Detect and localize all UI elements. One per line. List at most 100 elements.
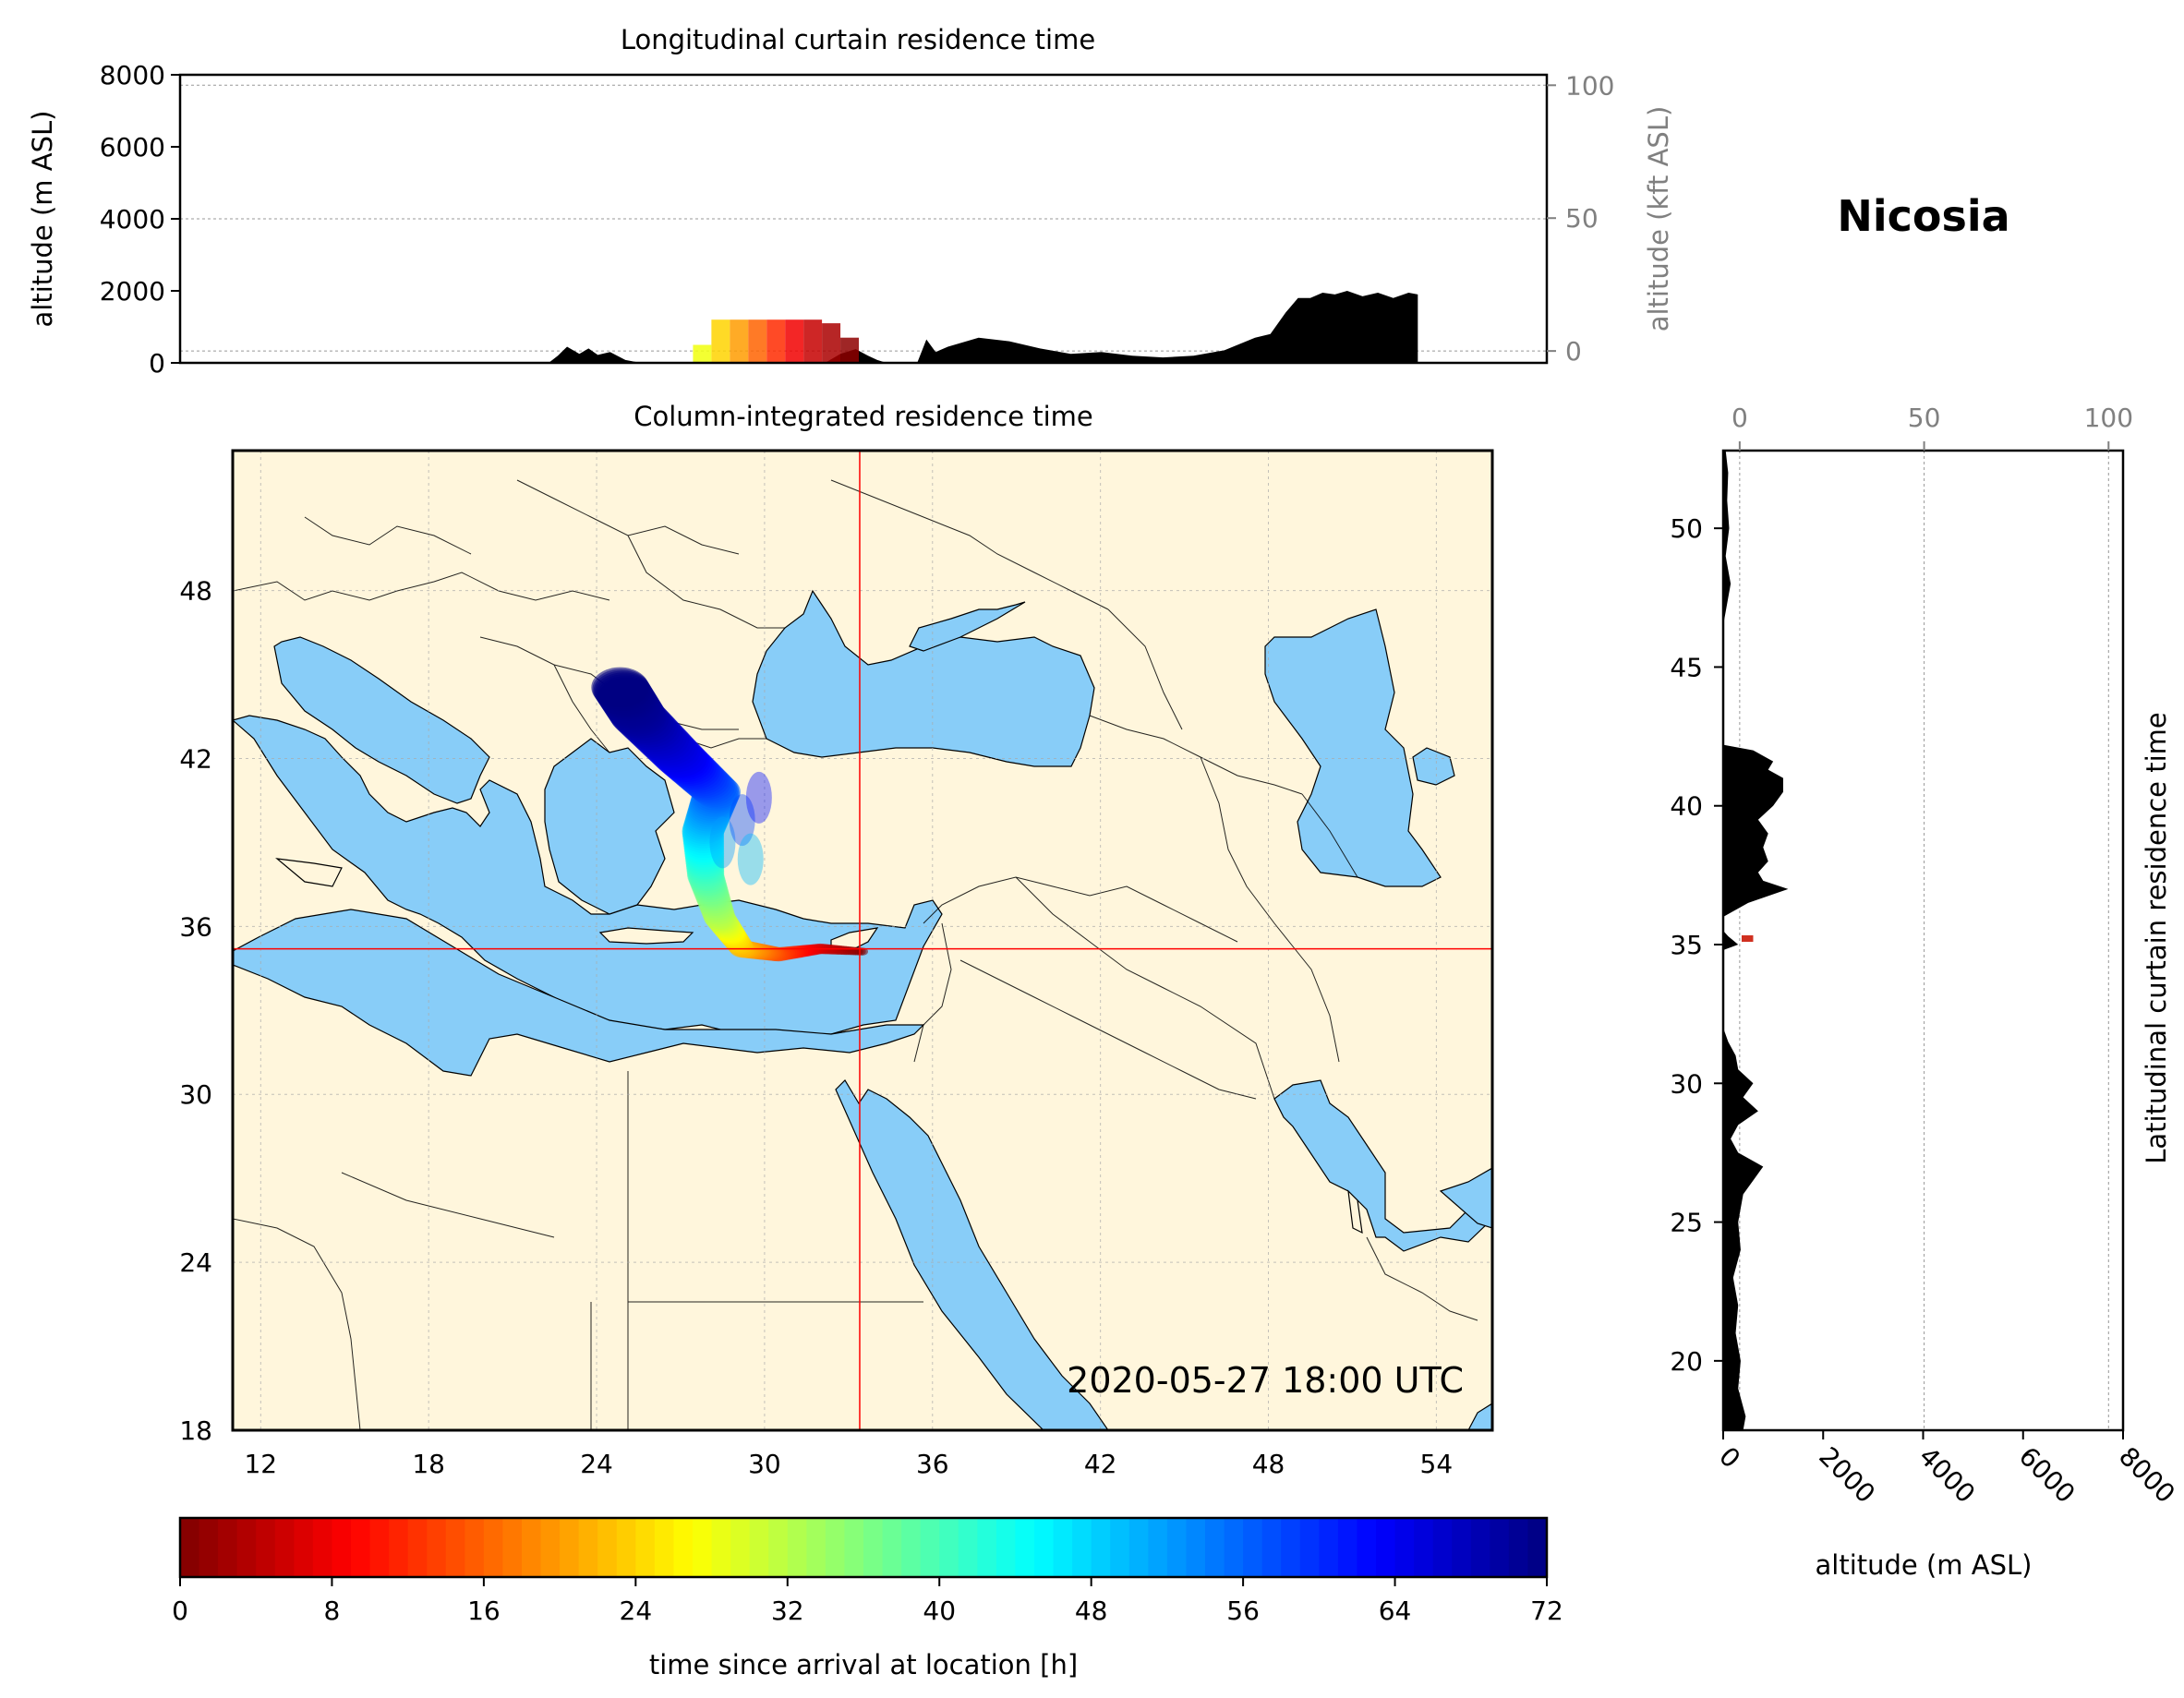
- colorbar-cell: [1205, 1518, 1225, 1577]
- colorbar-tick-label: 24: [620, 1596, 653, 1626]
- longitudinal-ytick-right-label: 100: [1565, 70, 1614, 101]
- colorbar-cell: [1337, 1518, 1358, 1577]
- colorbar-tick-label: 8: [324, 1596, 341, 1626]
- colorbar-cell: [1091, 1518, 1112, 1577]
- colorbar-cell: [920, 1518, 941, 1577]
- colorbar-tick-label: 56: [1226, 1596, 1260, 1626]
- colorbar-cell: [1243, 1518, 1263, 1577]
- colorbar-cell: [749, 1518, 770, 1577]
- colorbar-cell: [445, 1518, 466, 1577]
- map-ytick-label: 48: [179, 576, 212, 607]
- map-ytick-label: 18: [179, 1415, 212, 1446]
- longitudinal-plume-cell: [748, 319, 767, 363]
- longitudinal-plume-cell: [711, 319, 730, 363]
- longitudinal-terrain: [549, 291, 1418, 363]
- latitudinal-plume: [1742, 934, 1754, 942]
- map-plume-cell: [709, 816, 736, 869]
- longitudinal-ytick-label: 8000: [100, 60, 165, 90]
- map-plume-cell: [745, 771, 772, 824]
- map-timestamp: 2020-05-27 18:00 UTC: [1067, 1360, 1464, 1401]
- colorbar-cell: [236, 1518, 258, 1577]
- latitudinal-xtick-label: 2000: [1813, 1441, 1881, 1510]
- map-title: Column-integrated residence time: [633, 401, 1093, 432]
- colorbar-cell: [730, 1518, 751, 1577]
- sea-adriatic: [273, 636, 490, 804]
- longitudinal-plume-cell: [822, 323, 841, 363]
- colorbar-tick-label: 32: [771, 1596, 804, 1626]
- colorbar-cell: [1394, 1518, 1415, 1577]
- colorbar-cell: [1319, 1518, 1339, 1577]
- colorbar-cell: [1527, 1518, 1548, 1577]
- sea-black: [752, 589, 1095, 767]
- colorbar-cell: [199, 1518, 219, 1577]
- map-ytick-label: 42: [179, 743, 212, 774]
- longitudinal-plume: [693, 319, 860, 363]
- longitudinal-plume-cell: [785, 319, 804, 363]
- map-ytick-label: 24: [179, 1247, 212, 1278]
- longitudinal-panel: Longitudinal curtain residence time 0 200…: [27, 24, 1674, 379]
- colorbar-cell: [654, 1518, 675, 1577]
- latitudinal-title: Latitudinal curtain residence time: [2141, 712, 2172, 1164]
- colorbar-cell: [483, 1518, 504, 1577]
- longitudinal-terrain-area: [549, 346, 641, 363]
- latitudinal-xtick-top-label: 100: [2084, 403, 2133, 433]
- colorbar-cell: [1490, 1518, 1510, 1577]
- latitudinal-xtick-label: 4000: [1913, 1441, 1982, 1510]
- colorbar-cell: [1261, 1518, 1283, 1577]
- colorbar-cell: [711, 1518, 731, 1577]
- latitudinal-ytick-label: 25: [1670, 1208, 1703, 1238]
- latitudinal-terrain-area: [1723, 930, 1739, 951]
- colorbar-cell: [218, 1518, 238, 1577]
- latitudinal-frame: [1721, 449, 2125, 1432]
- latitudinal-xtick-top-label: 0: [1732, 403, 1748, 433]
- colorbar-cell: [1508, 1518, 1529, 1577]
- sea-mediterranean-south: [233, 909, 925, 1077]
- colorbar-cell: [1110, 1518, 1130, 1577]
- colorbar-cell: [332, 1518, 352, 1577]
- latitudinal-xtick-label: 6000: [2013, 1441, 2081, 1510]
- colorbar-tick-label: 0: [172, 1596, 188, 1626]
- map-plume-cell: [737, 833, 764, 885]
- colorbar-cell: [1053, 1518, 1073, 1577]
- sea-caspian: [1264, 608, 1442, 887]
- colorbar-cell: [522, 1518, 542, 1577]
- colorbar-cell: [1299, 1518, 1321, 1577]
- map-ytick-label: 30: [179, 1079, 212, 1110]
- latitudinal-ytick-label: 20: [1670, 1346, 1703, 1377]
- colorbar-cell: [1186, 1518, 1206, 1577]
- colorbar-cell: [274, 1518, 296, 1577]
- colorbar-cell: [597, 1518, 618, 1577]
- sea-persian-gulf: [1273, 1079, 1492, 1252]
- latitudinal-ytick-label: 40: [1670, 791, 1703, 822]
- longitudinal-ytick-label: 6000: [100, 132, 165, 163]
- longitudinal-terrain-area: [917, 291, 1418, 363]
- sea-azov: [909, 601, 1026, 652]
- latitudinal-grid: [1739, 451, 2109, 1430]
- colorbar: 0 8 16 24 32 40 48 56 64 72 time since arrival at…: [172, 1516, 1563, 1680]
- colorbar-label: time since arrival at location [h]: [649, 1649, 1078, 1680]
- colorbar-cell: [1128, 1518, 1150, 1577]
- latitudinal-terrain-area: [1723, 451, 1732, 626]
- colorbar-cell: [1452, 1518, 1472, 1577]
- longitudinal-grid: [180, 84, 1547, 352]
- colorbar-cell: [1224, 1518, 1244, 1577]
- island-qeshm: [1347, 1189, 1363, 1234]
- map-plume-cell: [591, 667, 649, 708]
- colorbar-cell: [768, 1518, 789, 1577]
- column-map-panel: Column-integrated residence time: [179, 401, 1494, 1479]
- sea-aegean: [544, 738, 675, 915]
- longitudinal-yticks-right: 0 50 100: [1547, 70, 1614, 367]
- map-plume: [591, 667, 868, 962]
- colorbar-cell: [389, 1518, 409, 1577]
- colorbar-cell: [901, 1518, 922, 1577]
- colorbar-tick-label: 40: [923, 1596, 956, 1626]
- colorbar-cell: [369, 1518, 390, 1577]
- islands: [275, 858, 1363, 1234]
- colorbar-cell: [863, 1518, 884, 1577]
- map-yticks: 18 24 30 36 42 48: [179, 576, 212, 1446]
- map-xtick-label: 30: [748, 1449, 781, 1479]
- colorbar-cell: [256, 1518, 276, 1577]
- map-xtick-label: 12: [244, 1449, 277, 1479]
- colorbar-cell: [180, 1518, 200, 1577]
